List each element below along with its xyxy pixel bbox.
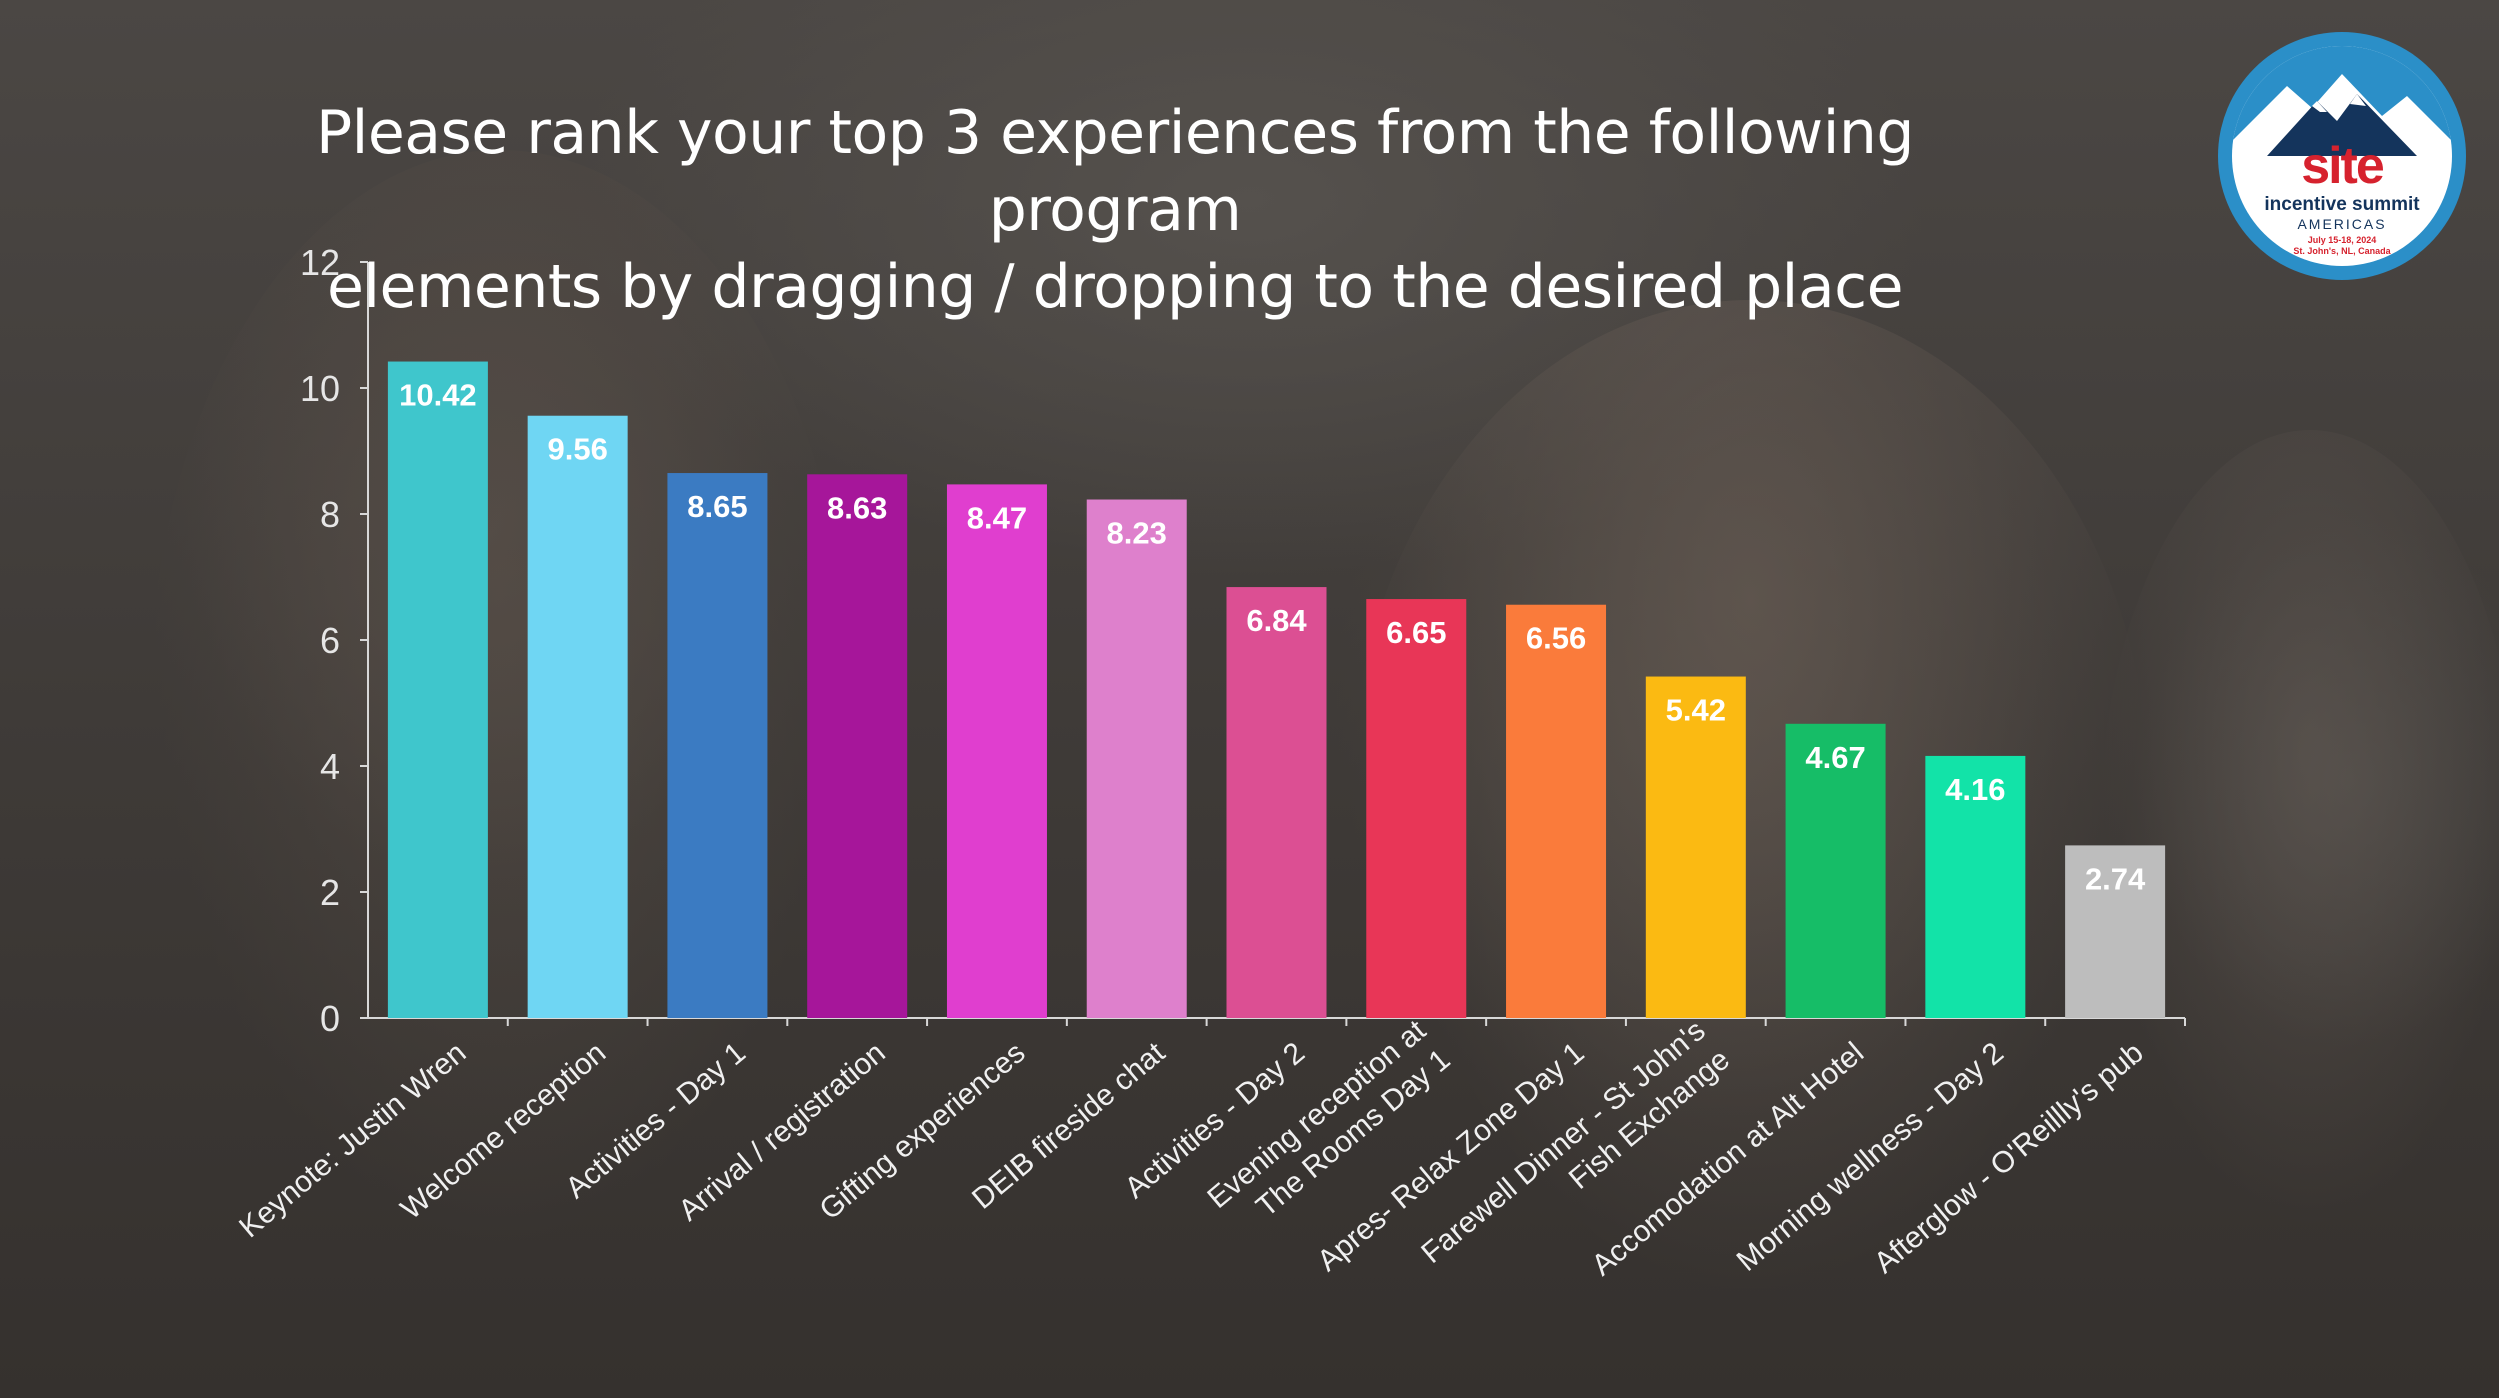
data-label: 2.74 bbox=[2085, 861, 2146, 896]
bar bbox=[946, 484, 1047, 1018]
bar bbox=[1925, 755, 2026, 1018]
bar bbox=[1226, 587, 1327, 1018]
x-tick-label-line: Morning wellness - Day 2 bbox=[1731, 1036, 2010, 1278]
bar bbox=[1086, 499, 1187, 1018]
bar bbox=[527, 415, 628, 1019]
y-tick-label: 8 bbox=[320, 494, 340, 535]
x-tick-label: Afterglow - O'Reillly's pub bbox=[1868, 1036, 2150, 1280]
chart-title-line-2: elements by dragging / dropping to the d… bbox=[326, 252, 1904, 322]
bar bbox=[2065, 845, 2166, 1018]
data-label: 6.65 bbox=[1386, 615, 1446, 650]
bar bbox=[807, 474, 908, 1018]
x-tick-label: Morning wellness - Day 2 bbox=[1731, 1036, 2010, 1278]
site-logo-brand: site bbox=[2301, 137, 2385, 195]
mountain-icon bbox=[2232, 46, 2452, 156]
data-label: 6.84 bbox=[1246, 603, 1307, 638]
y-tick-label: 2 bbox=[320, 872, 340, 913]
site-logo-line-4: St. John's, NL, Canada bbox=[2293, 246, 2391, 256]
bar bbox=[387, 361, 488, 1018]
site-logo-line-2: AMERICAS bbox=[2297, 216, 2387, 232]
bar bbox=[1506, 604, 1607, 1018]
chart-title-line-1: Please rank your top 3 experiences from … bbox=[315, 98, 1915, 245]
x-tick-label-line: Keynote: Justin Wren bbox=[233, 1036, 472, 1244]
data-label: 5.42 bbox=[1666, 693, 1726, 728]
bar bbox=[1645, 676, 1746, 1018]
site-logo-line-1: incentive summit bbox=[2264, 194, 2420, 215]
x-tick-label: Evening reception atThe Rooms Day 1 bbox=[1201, 1013, 1457, 1244]
chart-title: Please rank your top 3 experiences from … bbox=[200, 95, 2030, 326]
site-logo: site incentive summit AMERICAS July 15-1… bbox=[2218, 32, 2466, 280]
y-tick-label: 10 bbox=[300, 368, 340, 409]
data-label: 8.63 bbox=[827, 490, 887, 525]
y-tick-label: 6 bbox=[320, 620, 340, 661]
data-label: 8.47 bbox=[967, 500, 1027, 535]
site-logo-line-3: July 15-18, 2024 bbox=[2307, 235, 2377, 245]
y-tick-label: 12 bbox=[300, 242, 340, 283]
y-tick-label: 0 bbox=[320, 998, 340, 1039]
data-label: 8.23 bbox=[1107, 516, 1167, 551]
data-label: 8.65 bbox=[687, 489, 747, 524]
data-label: 6.56 bbox=[1526, 621, 1586, 656]
x-tick-label: Keynote: Justin Wren bbox=[233, 1036, 472, 1244]
bar bbox=[667, 473, 768, 1018]
bar bbox=[1785, 723, 1886, 1018]
site-logo-badge: site incentive summit AMERICAS July 15-1… bbox=[2232, 46, 2452, 266]
data-label: 4.67 bbox=[1805, 740, 1865, 775]
y-tick-label: 4 bbox=[320, 746, 340, 787]
data-label: 4.16 bbox=[1945, 772, 2005, 807]
x-tick-label-line: Afterglow - O'Reillly's pub bbox=[1868, 1036, 2150, 1280]
background-figure-right bbox=[2100, 430, 2499, 1230]
data-label: 10.42 bbox=[399, 378, 477, 413]
data-label: 9.56 bbox=[547, 432, 607, 467]
bar bbox=[1366, 599, 1467, 1018]
